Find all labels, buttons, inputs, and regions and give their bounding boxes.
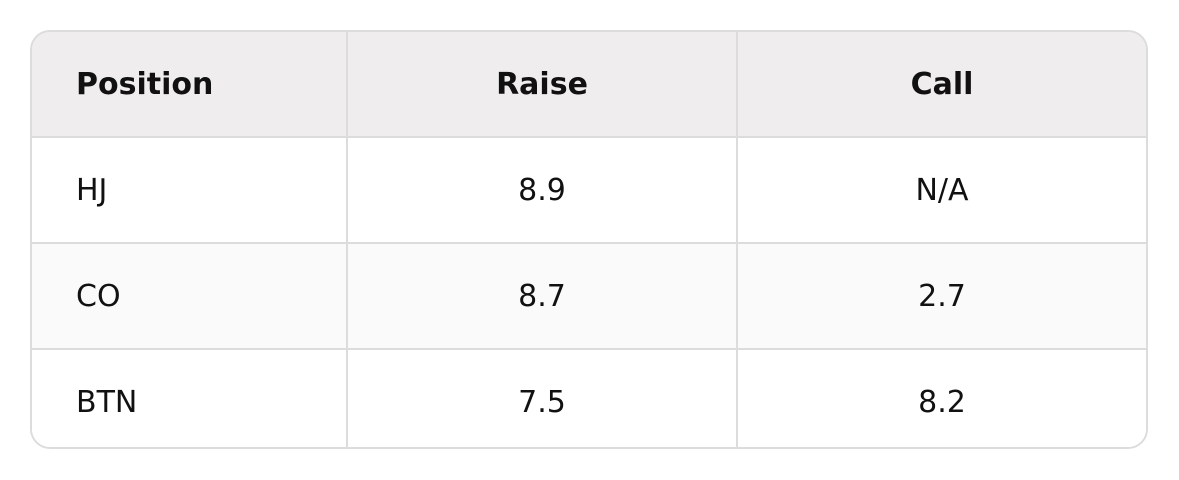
header-cell: Call (736, 32, 1146, 138)
table-body: HJ 8.9 N/A CO 8.7 2.7 BTN 7.5 8.2 (32, 136, 1146, 447)
table-row: BTN 7.5 8.2 (32, 348, 1146, 447)
table-cell: 8.7 (346, 242, 738, 350)
table-row: HJ 8.9 N/A (32, 136, 1146, 244)
header-row: Position Raise Call (32, 32, 1146, 138)
header-cell: Position (32, 32, 348, 138)
table-cell: N/A (736, 136, 1146, 244)
table-cell: 7.5 (346, 348, 738, 447)
table-cell: CO (32, 242, 348, 350)
table-cell: 8.2 (736, 348, 1146, 447)
table-cell: BTN (32, 348, 348, 447)
table-card: Position Raise Call HJ 8.9 N/A CO 8.7 2.7 BTN 7… (30, 30, 1148, 449)
table-row: CO 8.7 2.7 (32, 242, 1146, 350)
header-cell: Raise (346, 32, 738, 138)
table-cell: 2.7 (736, 242, 1146, 350)
table-cell: HJ (32, 136, 348, 244)
table: Position Raise Call HJ 8.9 N/A CO 8.7 2.7 BTN 7… (32, 32, 1146, 447)
table-cell: 8.9 (346, 136, 738, 244)
